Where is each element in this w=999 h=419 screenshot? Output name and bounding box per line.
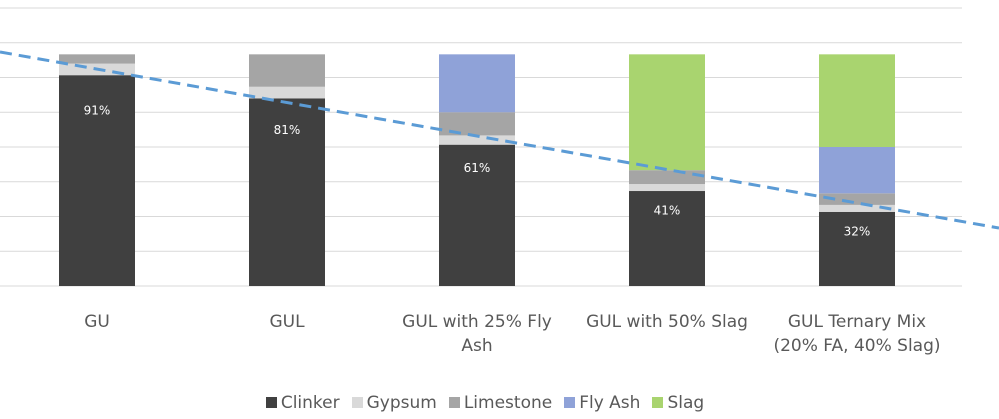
bar-segment [629, 191, 705, 286]
bar-segment [819, 204, 895, 212]
bar-segment [439, 135, 515, 145]
bar-segment [629, 54, 705, 171]
bar-segment [249, 86, 325, 99]
bar-segment [439, 112, 515, 136]
bar-segment [249, 98, 325, 286]
bar-segment [629, 170, 705, 185]
bar-segment [819, 147, 895, 194]
x-tick-label: GUL [269, 312, 305, 332]
trend-line [0, 50, 999, 230]
bar-segment [249, 54, 325, 87]
data-label: 91% [84, 104, 111, 118]
bar-segment [629, 184, 705, 192]
legend-label: Limestone [463, 393, 553, 413]
data-label: 41% [654, 204, 681, 218]
data-label: 32% [844, 224, 871, 238]
data-label: 81% [274, 123, 301, 137]
bar-segment [439, 54, 515, 113]
legend-swatch [564, 397, 576, 408]
legend-item: Slag [652, 393, 704, 413]
legend-item: Limestone [448, 393, 553, 413]
x-tick-label: GU [84, 312, 110, 332]
bar-segment [439, 144, 515, 286]
legend-label: Clinker [280, 393, 340, 413]
x-tick-label: GUL with 25% Fly Ash [402, 312, 552, 356]
bar-segment [59, 54, 135, 64]
legend-item: Fly Ash [564, 393, 640, 413]
bar-segment [59, 75, 135, 286]
legend-item: Clinker [265, 393, 340, 413]
legend-item: Gypsum [351, 393, 437, 413]
bar-segment [819, 54, 895, 148]
legend-swatch [652, 397, 664, 408]
bar-segment [819, 211, 895, 286]
bar-segment [819, 193, 895, 205]
data-label: 61% [464, 161, 491, 175]
legend-swatch [448, 397, 460, 408]
plot-area: 91% 81% 61% 41% 32% [0, 7, 999, 287]
legend: Clinker Gypsum Limestone Fly Ash Slag [0, 393, 970, 413]
legend-label: Gypsum [366, 393, 437, 413]
x-tick-label: GUL with 50% Slag [586, 312, 748, 332]
legend-swatch [351, 397, 363, 408]
legend-label: Slag [667, 393, 705, 413]
legend-label: Fly Ash [579, 393, 641, 413]
legend-swatch [265, 397, 277, 408]
x-tick-label: GUL Ternary Mix (20% FA, 40% Slag) [773, 312, 941, 356]
